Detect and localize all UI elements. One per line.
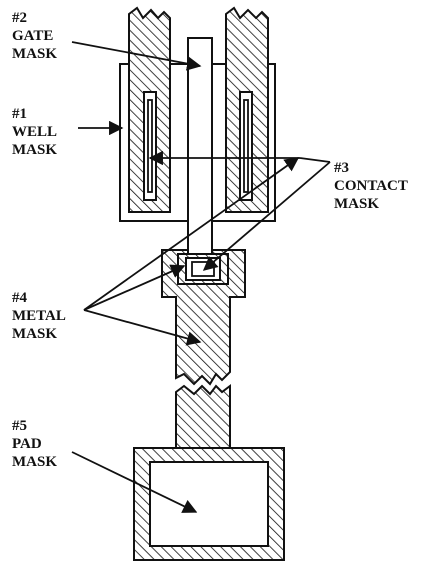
metal-arrow-lower <box>83 309 202 346</box>
contact-inner-left <box>147 99 153 193</box>
contact-mask-line2: MASK <box>334 196 379 212</box>
gate-mask-strip <box>187 37 213 259</box>
gate-mask-line2: MASK <box>12 46 57 62</box>
gate-mask-arrow <box>71 41 202 71</box>
metal-arrow-mid <box>83 264 186 311</box>
metal-arrow-upper <box>83 157 300 311</box>
pad-mask-number: #5 <box>12 418 27 434</box>
contact-arrow-right <box>202 161 331 271</box>
metal-mask-number: #4 <box>12 290 28 306</box>
well-mask-line2: MASK <box>12 142 57 158</box>
contact-mask-number: #3 <box>334 160 349 176</box>
metal-mask-line1: METAL <box>12 308 66 324</box>
gate-mask-line1: GATE <box>12 28 53 44</box>
pad-mask-opening <box>149 461 269 547</box>
contact-mask-line1: CONTACT <box>334 178 408 194</box>
metal-stem-lower <box>175 384 231 451</box>
contact-window-left <box>143 91 157 201</box>
well-mask-number: #1 <box>12 106 27 122</box>
contact-window-right <box>239 91 253 201</box>
pad-mask-line1: PAD <box>12 436 42 452</box>
pad-mask-arrow <box>71 451 198 513</box>
gate-mask-number: #2 <box>12 10 27 26</box>
well-mask-line1: WELL <box>12 124 57 140</box>
contact-arrow-joint <box>299 157 331 163</box>
pad-mask-line2: MASK <box>12 454 57 470</box>
contact-inner-right <box>243 99 249 193</box>
metal-mask-line2: MASK <box>12 326 57 342</box>
